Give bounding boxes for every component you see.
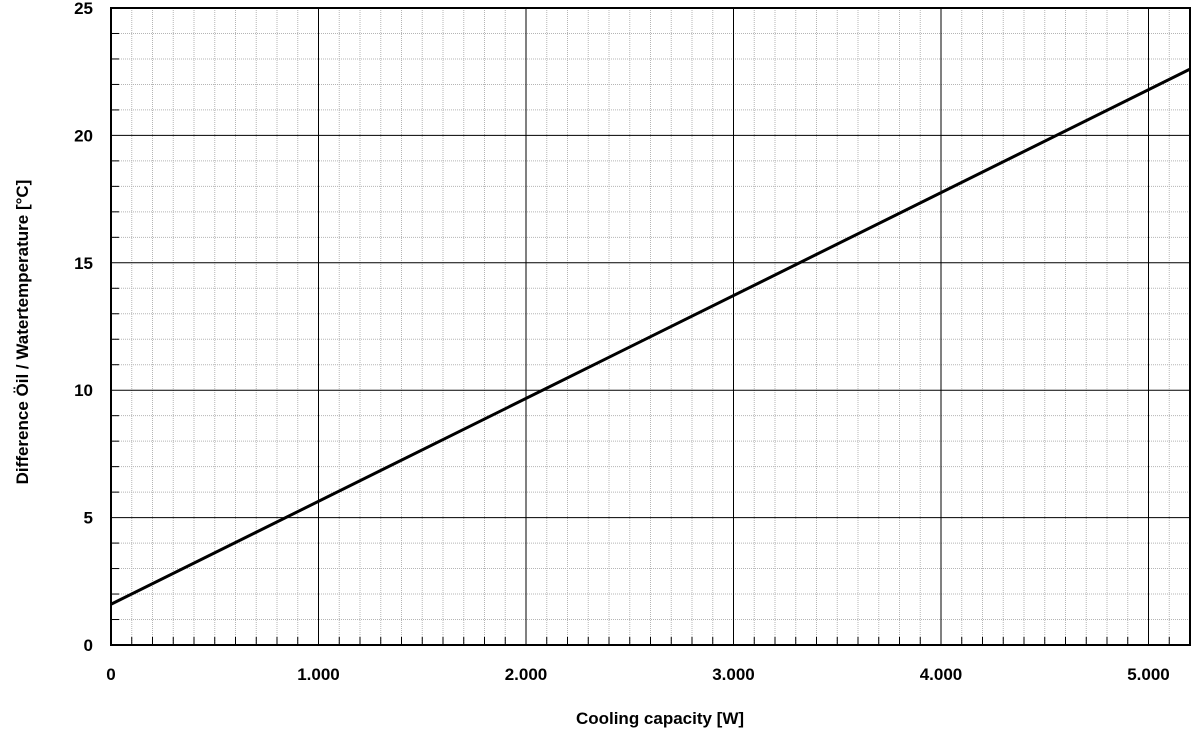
x-tick-label: 4.000 xyxy=(920,665,963,684)
x-tick-label: 5.000 xyxy=(1127,665,1170,684)
y-tick-labels: 0 5 10 15 20 25 xyxy=(74,0,93,655)
minor-grid xyxy=(111,8,1190,645)
y-tick-label: 0 xyxy=(84,636,93,655)
x-tick-label: 1.000 xyxy=(297,665,340,684)
axis-ticks xyxy=(111,32,1170,645)
plot-frame xyxy=(110,7,1191,646)
major-grid xyxy=(111,8,1190,645)
y-tick-label: 10 xyxy=(74,381,93,400)
series-layer xyxy=(110,67,1191,606)
y-axis-title: Difference Öil / Watertemperature [°C] xyxy=(13,180,32,485)
y-tick-label: 20 xyxy=(74,126,93,145)
series-line-0 xyxy=(110,67,1191,606)
x-axis-title: Cooling capacity [W] xyxy=(576,709,744,728)
y-tick-label: 25 xyxy=(74,0,93,18)
x-tick-label: 0 xyxy=(106,665,115,684)
y-tick-label: 5 xyxy=(84,509,93,528)
x-tick-labels: 0 1.000 2.000 3.000 4.000 5.000 xyxy=(106,665,1170,684)
x-tick-label: 2.000 xyxy=(505,665,548,684)
y-tick-label: 15 xyxy=(74,254,93,273)
x-tick-label: 3.000 xyxy=(712,665,755,684)
